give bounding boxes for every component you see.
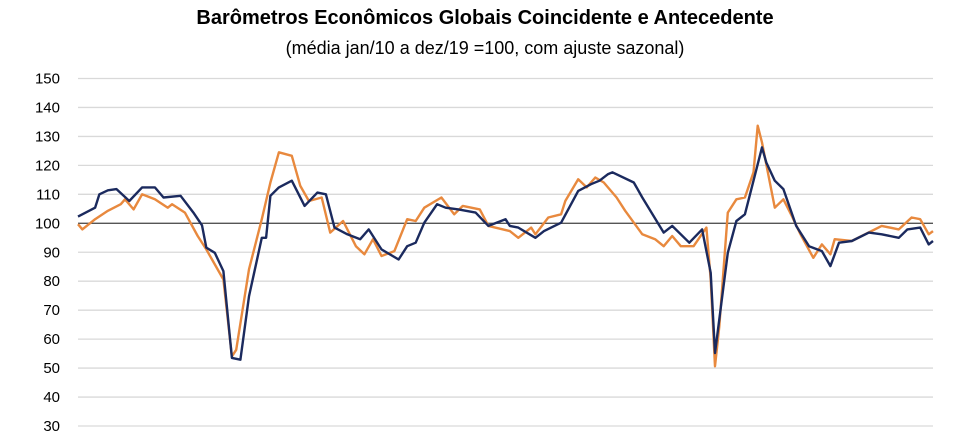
y-tick-label: 120 xyxy=(35,157,60,174)
y-tick-label: 140 xyxy=(35,99,60,116)
chart-subtitle: (média jan/10 a dez/19 =100, com ajuste … xyxy=(286,38,685,58)
gridlines xyxy=(78,77,933,427)
y-tick-label: 40 xyxy=(43,389,60,406)
y-axis-ticks: 150 140 130 120 110 100 90 80 70 60 50 40 30 xyxy=(35,71,60,436)
y-tick-label: 110 xyxy=(36,186,60,203)
y-tick-label: 60 xyxy=(43,331,60,348)
y-tick-label: 80 xyxy=(43,273,60,290)
y-tick-label: 90 xyxy=(43,244,60,261)
y-tick-label: 150 xyxy=(35,71,60,88)
y-tick-label: 50 xyxy=(43,360,60,377)
series-line-antecedente xyxy=(77,124,934,368)
series-line-coincidente xyxy=(77,146,934,361)
y-tick-label: 130 xyxy=(35,128,60,145)
y-tick-label: 70 xyxy=(43,302,60,319)
y-tick-label: 30 xyxy=(43,418,60,435)
y-tick-label: 100 xyxy=(35,215,60,232)
chart-title: Barômetros Econômicos Globais Coincident… xyxy=(196,7,773,29)
series-lines xyxy=(77,124,934,368)
